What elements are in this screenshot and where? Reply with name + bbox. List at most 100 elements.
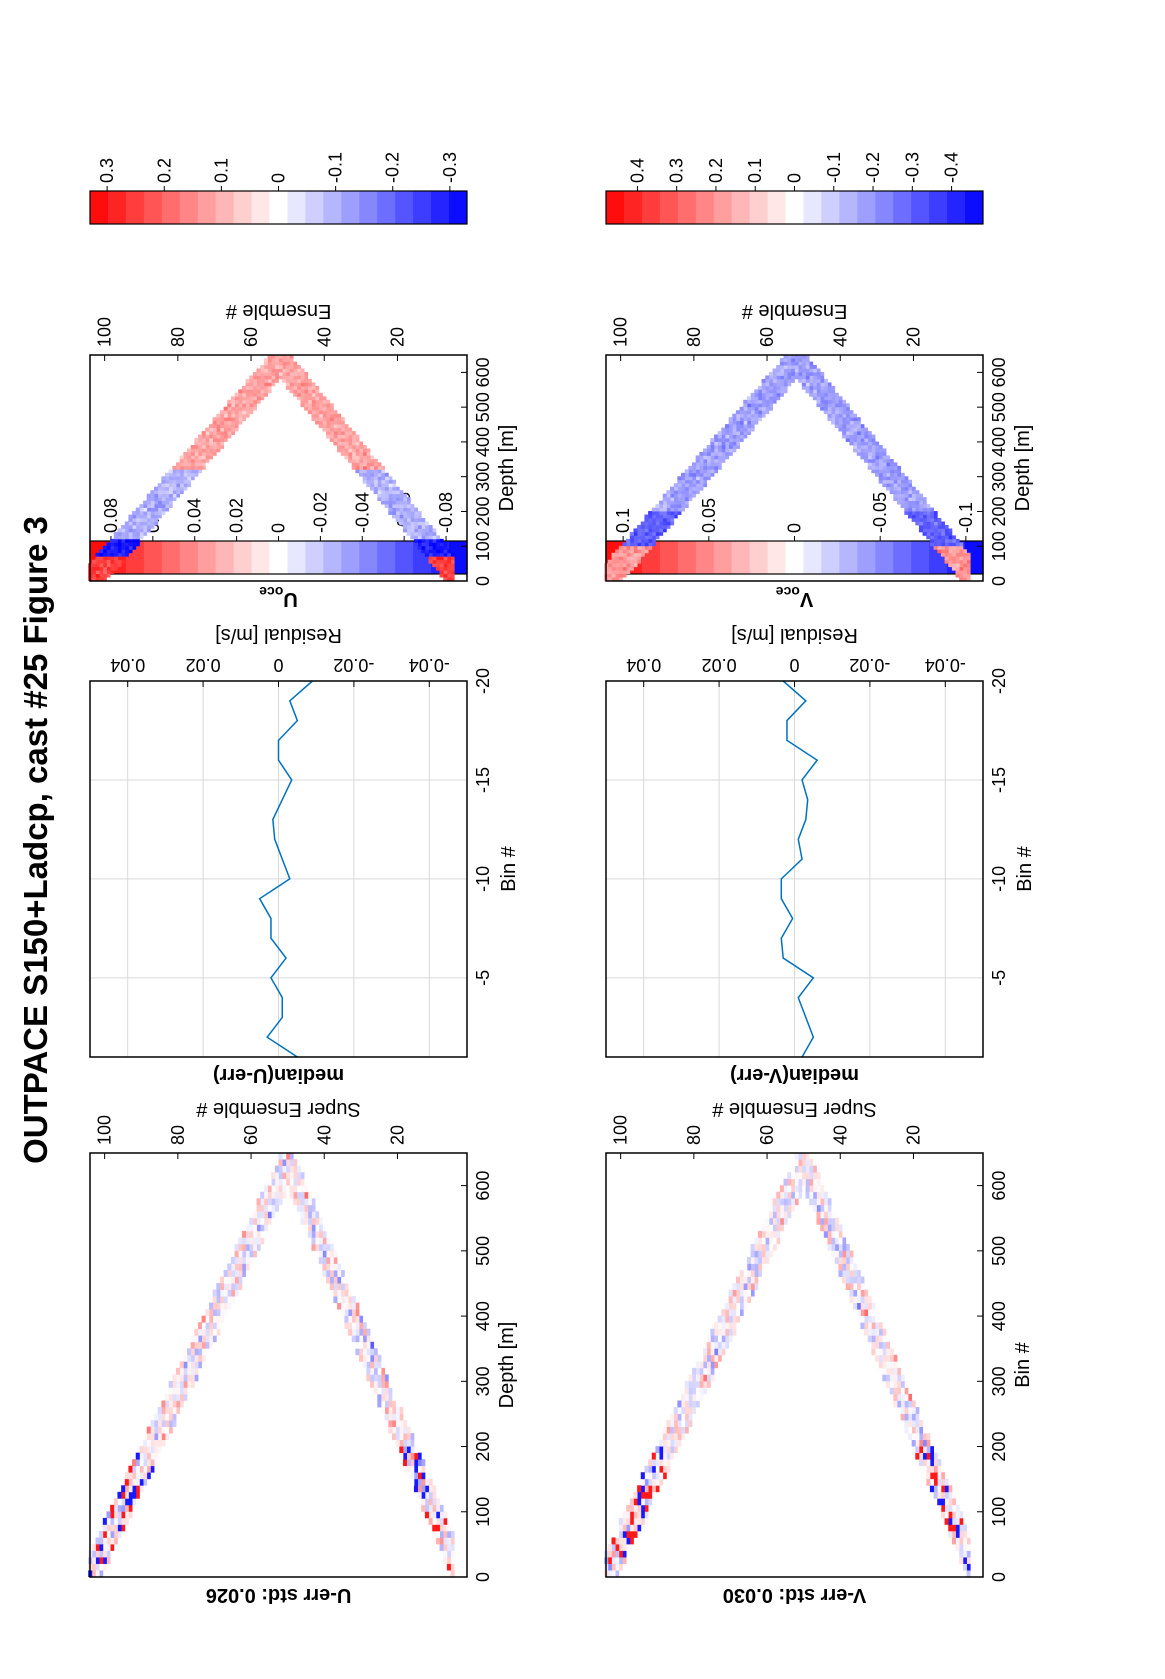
heatmap-cell (99, 1550, 104, 1558)
heatmap-cell (831, 403, 836, 408)
heatmap-cell (644, 535, 649, 540)
heatmap-cell (907, 483, 913, 488)
heatmap-cell (300, 399, 305, 404)
heatmap-cell (717, 1341, 722, 1349)
heatmap-cell (761, 406, 766, 411)
heatmap-cell (132, 535, 137, 540)
heatmap-cell (713, 462, 719, 467)
heatmap-cell (860, 1289, 865, 1297)
heatmap-cell (249, 1237, 254, 1245)
heatmap-cell (648, 1465, 653, 1473)
residual-point (281, 858, 283, 860)
heatmap-cell (662, 521, 667, 526)
heatmap-cell (190, 465, 195, 470)
heatmap-cell (150, 507, 155, 512)
heatmap-cell (695, 1387, 700, 1395)
heatmap-cell (190, 472, 195, 477)
heatmap-cell (757, 1250, 762, 1258)
heatmap-cell (337, 434, 342, 439)
heatmap-cell (391, 486, 397, 491)
heatmap-cell (644, 1485, 649, 1493)
heatmap-cell (179, 458, 184, 463)
heatmap-cell (959, 1550, 964, 1558)
heatmap-cell (439, 545, 444, 550)
heatmap-cell (670, 1452, 675, 1460)
heatmap-cell (659, 1478, 664, 1486)
heatmap-cell (933, 535, 938, 540)
heatmap-cell (446, 1557, 451, 1564)
heatmap-cell (439, 538, 444, 543)
heatmap-cell (659, 524, 664, 529)
heatmap-cell (154, 1413, 159, 1421)
heatmap-cell (644, 1511, 649, 1519)
heatmap-cell (915, 497, 920, 502)
heatmap-cell (834, 1256, 839, 1264)
heatmap-cell (633, 538, 638, 543)
heatmap-cell (633, 559, 638, 564)
heatmap-cell (183, 486, 188, 491)
heatmap-cell (739, 413, 744, 418)
heatmap-cell (91, 559, 96, 564)
heatmap-cell (721, 1328, 726, 1336)
heatmap-cell (926, 531, 931, 536)
heatmap-cell (183, 472, 188, 477)
heatmap-cell (940, 552, 945, 557)
heatmap-cell (117, 1530, 122, 1538)
heatmap-cell (399, 497, 404, 502)
heatmap-cell (304, 396, 309, 401)
heatmap-cell (710, 462, 715, 467)
heatmap-cell (728, 427, 733, 432)
heatmap-cell (871, 448, 876, 453)
heatmap-cell (662, 1465, 667, 1473)
heatmap-cell (362, 479, 367, 484)
heatmap-cell (124, 1478, 129, 1486)
heatmap-cell (776, 1191, 781, 1199)
heatmap-cell (915, 493, 920, 498)
heatmap-cell (439, 1504, 444, 1512)
heatmap-cell (132, 1472, 137, 1480)
heatmap-cell (794, 1178, 799, 1186)
heatmap-cell (713, 1322, 719, 1330)
panel-title: median(U-err) (213, 1064, 344, 1086)
heatmap-cell (165, 507, 170, 512)
heatmap-cell (812, 389, 817, 394)
heatmap-cell (845, 1243, 850, 1251)
heatmap-cell (278, 368, 283, 373)
heatmap-cell (172, 469, 177, 474)
heatmap-cell (717, 462, 722, 467)
heatmap-cell (150, 511, 155, 515)
heatmap-cell (271, 378, 276, 383)
heatmap-cell (842, 1243, 847, 1251)
colorbar-segment (713, 191, 733, 224)
heatmap-cell (260, 368, 265, 373)
panel-title-subscript: oce (259, 584, 283, 600)
heatmap-cell (794, 1159, 799, 1167)
heatmap-cell (113, 531, 118, 536)
heatmap-cell (699, 451, 704, 456)
heatmap-cell (695, 458, 700, 463)
heatmap-cell (304, 399, 309, 404)
heatmap-cell (293, 375, 298, 380)
heatmap-cell (820, 406, 825, 411)
heatmap-cell (918, 521, 924, 526)
heatmap-cell (757, 406, 762, 411)
heatmap-cell (684, 1426, 689, 1434)
heatmap-cell (388, 1426, 393, 1434)
residual-point (812, 977, 814, 979)
heatmap-cell (99, 577, 104, 581)
heatmap-cell (805, 389, 810, 394)
heatmap-cell (717, 455, 722, 460)
heatmap-cell (853, 1289, 858, 1297)
colorbar-segment (143, 541, 163, 574)
heatmap-cell (399, 500, 404, 505)
heatmap-cell (651, 1472, 656, 1480)
heatmap-cell (666, 1452, 671, 1460)
heatmap-cell (666, 504, 671, 508)
heatmap-cell (827, 410, 832, 415)
heatmap-cell (384, 1374, 389, 1382)
heatmap-cell (157, 1426, 162, 1434)
heatmap-cell (922, 1459, 927, 1467)
heatmap-cell (860, 1276, 865, 1284)
heatmap-cell (304, 375, 309, 380)
heatmap-cell (955, 573, 960, 578)
